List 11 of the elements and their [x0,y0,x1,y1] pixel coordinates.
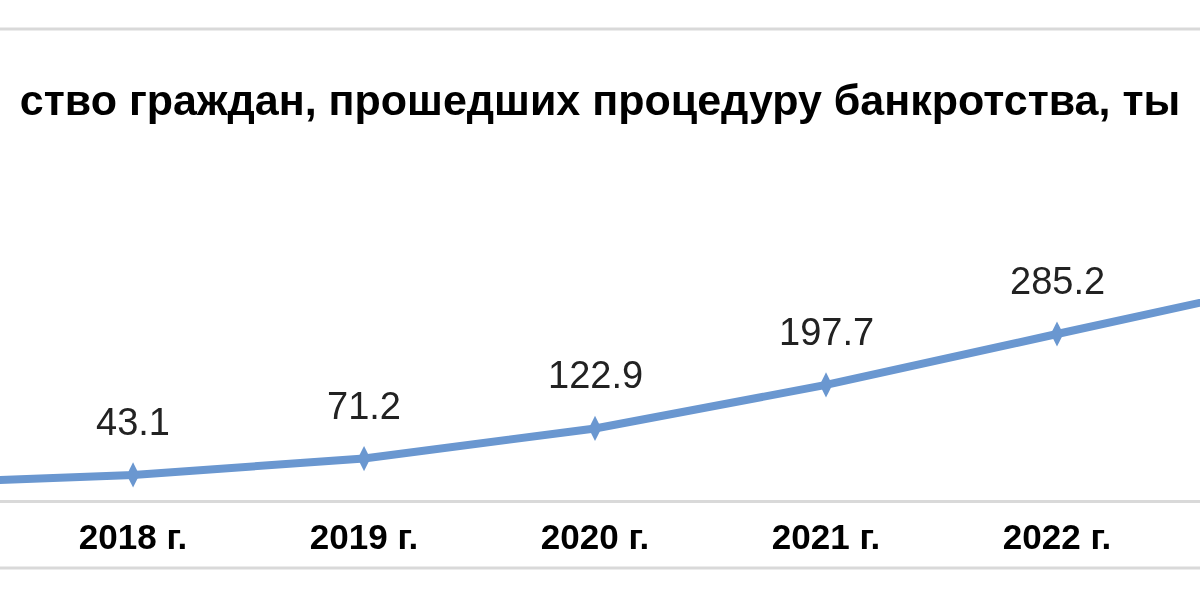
x-tick-label: 2018 г. [78,517,188,556]
data-label: 285.2 [1010,260,1106,302]
data-label: 71.2 [327,385,401,427]
data-label: 197.7 [779,311,875,353]
chart-title: ство граждан, прошедших процедуру банкротства, ты [19,76,1181,125]
x-tick-label: 2022 г. [1002,517,1112,556]
x-tick-label: 2019 г. [309,517,419,556]
data-label: 122.9 [548,354,644,396]
x-tick-label: 2021 г. [771,517,881,556]
data-label: 43.1 [96,401,170,443]
x-tick-label: 2020 г. [540,517,650,556]
